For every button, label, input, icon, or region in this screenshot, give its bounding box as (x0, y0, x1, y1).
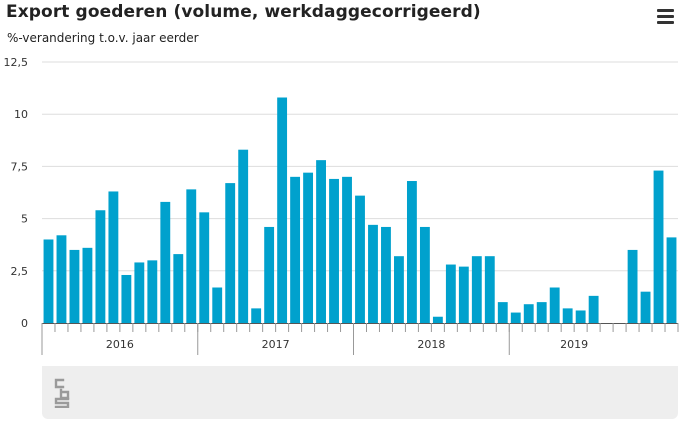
bar (212, 287, 223, 323)
chart-footer (42, 366, 678, 419)
bar (562, 308, 573, 323)
bar (329, 178, 339, 323)
bar (121, 274, 132, 323)
bar (251, 308, 262, 323)
bar (238, 149, 249, 323)
bar (510, 312, 521, 323)
bar (406, 181, 417, 323)
chart-subtitle: %-verandering t.o.v. jaar eerder (7, 31, 199, 45)
y-tick-label: 10 (14, 108, 28, 121)
bar (549, 287, 560, 323)
y-tick-label: 7,5 (11, 160, 29, 173)
bar (199, 212, 210, 323)
bar (186, 189, 197, 323)
y-tick-label: 5 (21, 213, 28, 226)
x-group-label: 2016 (106, 338, 134, 351)
bar (264, 226, 275, 323)
bar (56, 235, 67, 323)
bar (484, 256, 495, 323)
bar (458, 266, 469, 323)
bar (471, 256, 482, 323)
bar (627, 249, 638, 323)
bar (134, 262, 145, 323)
y-tick-label: 2,5 (11, 265, 29, 278)
bar-chart: 0 2,5 5 7,5 10 12,5 2016 2017 2018 2019 (4, 56, 679, 355)
bar (147, 260, 158, 323)
bar (43, 239, 54, 323)
bar (445, 264, 456, 323)
bar (303, 172, 314, 323)
cbs-logo-icon (54, 378, 70, 408)
bar (82, 247, 93, 323)
bar (666, 237, 677, 323)
bar (160, 201, 171, 323)
bar (536, 302, 547, 323)
bar (95, 210, 106, 323)
bar (277, 97, 288, 323)
bar (394, 256, 404, 323)
bar (588, 295, 599, 323)
hamburger-menu-icon[interactable] (657, 9, 674, 25)
bar (316, 160, 326, 323)
bar (497, 302, 508, 323)
bar (653, 170, 664, 323)
chart-title: Export goederen (volume, werkdaggecorrig… (6, 2, 481, 22)
bar (640, 291, 651, 323)
bar (69, 249, 80, 323)
bar (381, 226, 391, 323)
bar (575, 310, 586, 323)
bar (523, 304, 534, 323)
x-group-label: 2018 (417, 338, 445, 351)
x-group-label: 2019 (560, 338, 588, 351)
bar (173, 254, 184, 323)
bar (108, 191, 119, 323)
bar (368, 224, 378, 323)
bar (419, 226, 430, 323)
bar (355, 195, 365, 323)
bar (290, 176, 301, 323)
bar (225, 183, 236, 323)
y-tick-label: 0 (21, 317, 28, 330)
y-tick-label: 12,5 (4, 56, 29, 69)
bar (432, 316, 443, 323)
bar (342, 176, 352, 323)
x-group-label: 2017 (262, 338, 290, 351)
